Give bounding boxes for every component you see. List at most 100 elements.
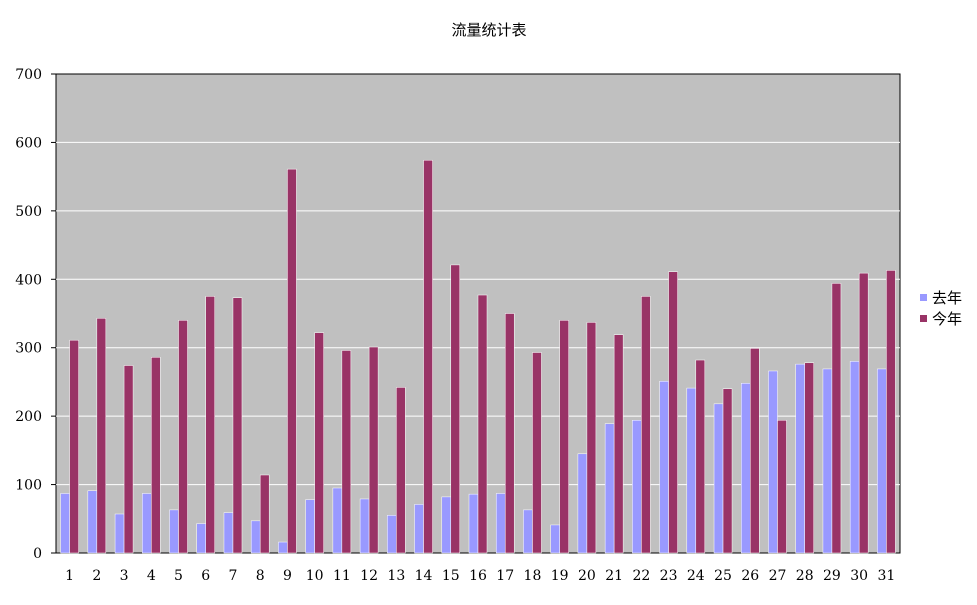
bar-series2-14 [423,159,433,554]
x-tick-label: 11 [333,568,351,584]
bar-series1-13 [387,515,397,554]
x-tick-label: 3 [120,568,129,584]
bar-series2-7 [232,297,243,554]
bar-series1-19 [550,524,560,554]
bar-series1-2 [87,490,98,554]
bar-series1-12 [359,498,370,554]
bar-series2-8 [259,474,270,554]
bar-series2-27 [777,419,787,554]
bar-series2-18 [532,352,542,554]
bar-series2-30 [858,272,869,554]
legend-swatch [920,315,927,322]
x-tick-label: 28 [796,568,814,584]
bar-series1-22 [632,419,642,554]
x-tick-label: 30 [850,568,868,584]
y-tick-label: 600 [15,135,42,151]
bar-series2-22 [641,296,651,554]
y-tick-label: 300 [15,341,42,357]
bar-series1-6 [196,523,206,554]
y-tick-label: 0 [33,546,42,562]
bar-series1-9 [278,541,288,554]
x-tick-label: 25 [714,568,732,584]
bar-series2-10 [314,332,324,554]
bar-series1-8 [250,520,261,554]
x-tick-label: 23 [660,568,678,584]
bar-series2-23 [668,271,678,554]
x-tick-label: 17 [496,568,514,584]
chart-title: 流量统计表 [451,21,526,39]
bar-series1-27 [768,370,778,554]
bar-series1-24 [686,387,697,554]
x-tick-label: 6 [201,568,210,584]
bar-series1-20 [577,453,588,554]
x-tick-label: 1 [65,568,74,584]
bar-series2-17 [504,313,515,554]
bar-series1-5 [169,509,179,554]
bar-series1-7 [223,512,234,554]
x-axis: 1 2 3 4 5 6 7 8 9 10 11 12 13 14 15 16 17 18 19 20 21 22 23 24 2… [65,568,895,584]
bar-series2-3 [123,365,134,554]
x-tick-label: 5 [174,568,183,584]
x-tick-label: 8 [256,568,265,584]
bar-series1-18 [523,509,533,554]
bar-series1-10 [305,499,315,554]
bar-series1-23 [659,380,669,554]
bar-series1-3 [114,513,125,554]
bar-series1-30 [849,361,860,554]
y-tick-label: 500 [15,204,42,220]
bar-series2-4 [151,357,161,554]
x-tick-label: 7 [229,568,238,584]
legend-label: 去年 [932,289,962,307]
y-axis: 0 100 200 300 400 500 600 700 [15,67,56,562]
x-tick-label: 31 [877,568,895,584]
bar-series1-31 [877,368,887,554]
x-tick-label: 4 [147,568,156,584]
bar-series2-1 [69,339,79,554]
bar-series2-15 [450,264,461,554]
y-tick-label: 700 [15,67,42,83]
bar-series1-25 [713,403,724,554]
bar-series2-25 [722,388,733,554]
x-tick-label: 19 [551,568,569,584]
x-tick-label: 22 [632,568,650,584]
bar-series1-4 [142,493,152,554]
bar-series1-14 [414,504,424,554]
bar-series2-20 [586,322,597,554]
x-tick-label: 29 [823,568,841,584]
x-tick-label: 24 [687,568,705,584]
bars [60,159,896,554]
bar-series2-11 [341,350,352,554]
x-tick-label: 14 [415,568,433,584]
bar-series2-16 [477,294,488,554]
legend-label: 今年 [932,310,962,328]
bar-series2-9 [287,168,297,554]
x-tick-label: 13 [387,568,405,584]
bar-series1-16 [468,493,479,554]
x-tick-label: 12 [360,568,378,584]
bar-series1-28 [795,363,805,554]
bar-series2-21 [613,334,624,554]
x-tick-label: 15 [442,568,460,584]
bar-series1-21 [604,423,615,554]
bar-series2-12 [368,346,379,554]
bar-series1-15 [441,496,452,554]
bar-series1-1 [60,493,70,554]
bar-series1-29 [822,368,833,554]
y-tick-label: 400 [15,272,42,288]
bar-series2-13 [396,387,406,554]
bar-series2-28 [804,362,814,554]
bar-series1-26 [741,383,751,554]
y-tick-label: 200 [15,409,42,425]
bar-series2-2 [96,318,107,554]
bar-series1-11 [332,487,343,554]
bar-series2-6 [205,296,215,554]
x-tick-label: 26 [741,568,759,584]
bar-series2-26 [750,348,760,554]
bar-series1-17 [495,493,506,554]
x-tick-label: 16 [469,568,487,584]
x-tick-label: 18 [524,568,542,584]
bar-series2-29 [831,283,842,554]
